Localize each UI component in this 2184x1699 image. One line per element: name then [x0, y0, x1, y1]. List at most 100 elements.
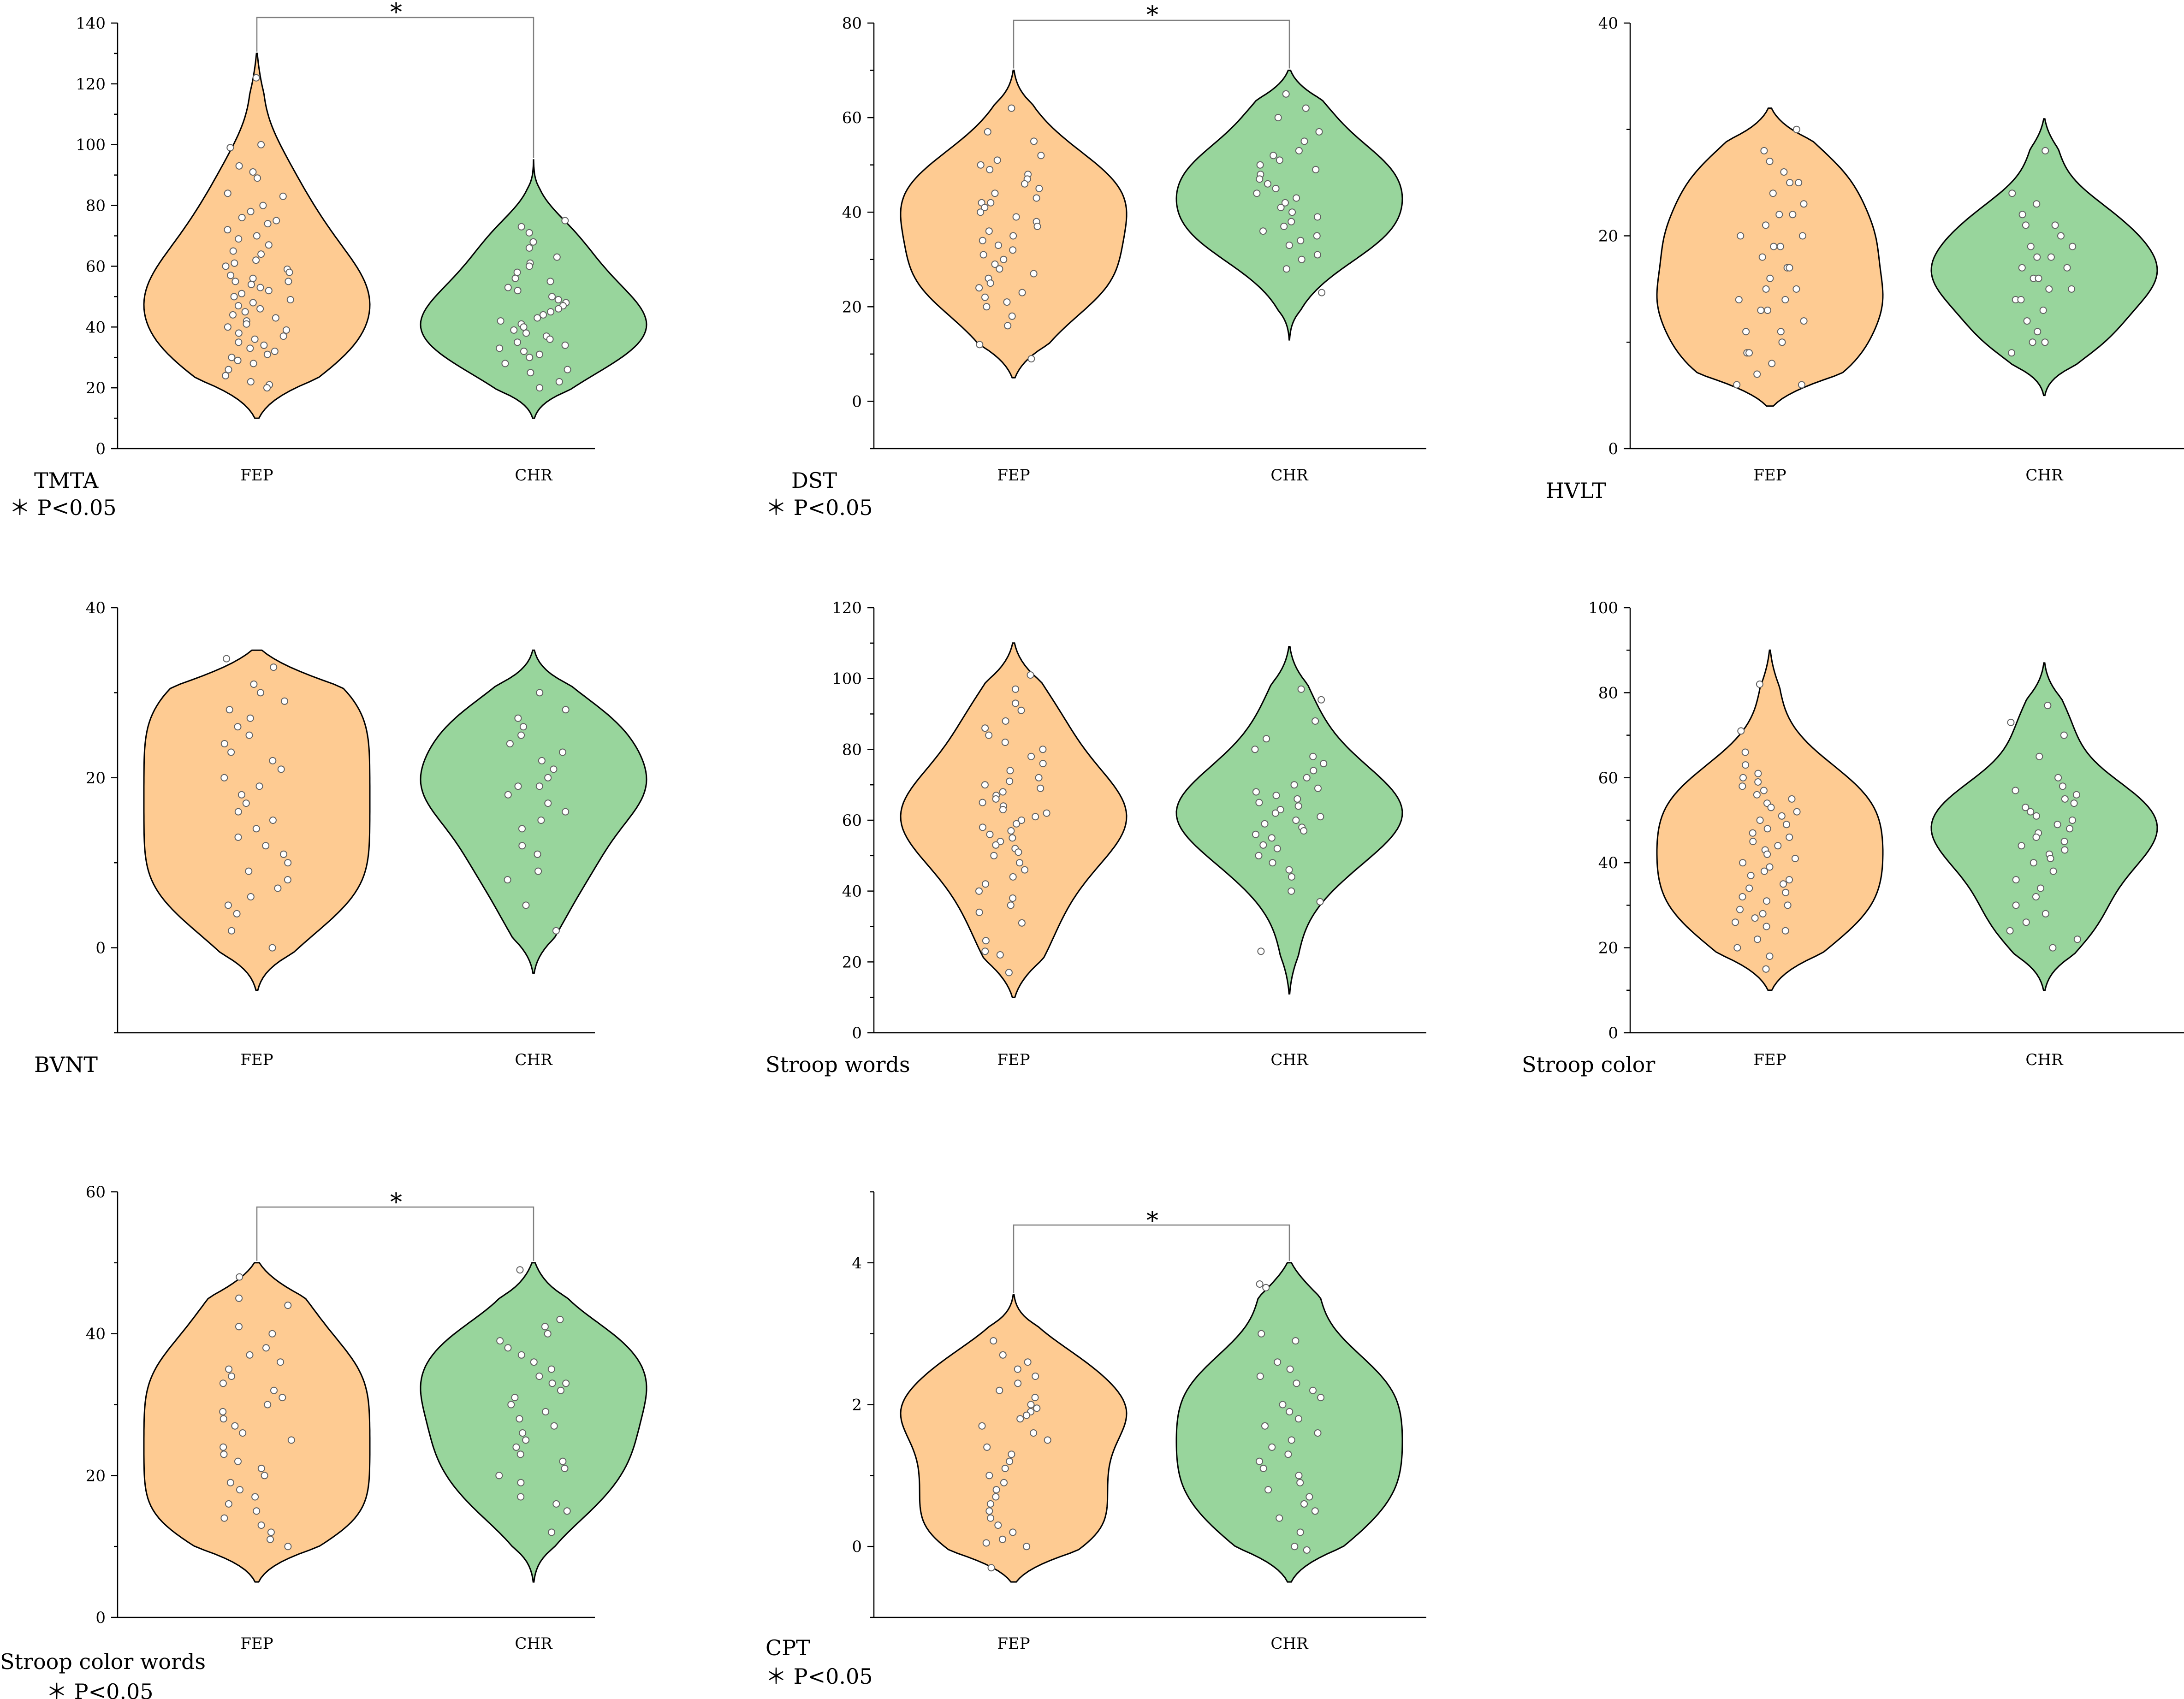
data-point	[1763, 923, 1770, 930]
data-point	[1759, 910, 1767, 918]
data-point	[983, 1443, 991, 1451]
data-point	[270, 663, 278, 671]
data-point	[257, 250, 265, 258]
panel-4: 0 20 40 FEP CHR BVNT	[34, 599, 647, 1077]
data-point	[2070, 799, 2078, 807]
data-point	[224, 323, 231, 331]
data-point	[1001, 739, 1009, 746]
y-tick-label: 80	[842, 14, 862, 33]
data-point	[514, 782, 522, 790]
data-point	[1288, 208, 1296, 216]
data-point	[279, 192, 287, 200]
data-point	[540, 311, 547, 319]
data-point	[999, 806, 1007, 813]
data-point	[279, 332, 287, 340]
data-point	[497, 317, 504, 325]
data-point	[247, 378, 255, 385]
data-point	[1033, 194, 1040, 202]
y-tick-label: 100	[76, 136, 106, 154]
y-tick-label: 4	[852, 1254, 862, 1273]
data-point	[994, 242, 1002, 249]
data-point	[527, 369, 534, 377]
data-point	[251, 335, 259, 343]
data-point	[1044, 1436, 1051, 1444]
data-point	[1006, 777, 1014, 785]
data-point	[2051, 221, 2059, 229]
data-point	[227, 748, 235, 756]
data-point	[286, 296, 294, 303]
data-point	[535, 1373, 543, 1380]
data-point	[238, 290, 246, 297]
data-point	[1274, 114, 1282, 122]
data-point	[247, 893, 255, 900]
data-point	[1037, 784, 1045, 792]
data-point	[511, 274, 519, 282]
data-point	[1018, 919, 1026, 927]
data-point	[1745, 884, 1753, 892]
data-point	[1286, 1365, 1294, 1373]
data-point	[1003, 298, 1011, 306]
data-point	[1318, 289, 1326, 296]
data-point	[517, 1351, 525, 1359]
data-point	[1309, 1386, 1317, 1394]
data-point	[1292, 817, 1300, 824]
data-point	[1271, 809, 1279, 817]
data-point	[981, 293, 989, 301]
data-point	[1756, 817, 1764, 824]
data-point	[514, 714, 522, 722]
data-point	[547, 1365, 555, 1373]
data-point	[249, 274, 257, 282]
data-point	[2057, 232, 2065, 240]
data-point	[257, 1521, 265, 1529]
data-point	[534, 867, 542, 875]
y-tick-label: 0	[1608, 1024, 1618, 1042]
data-point	[1288, 873, 1295, 881]
data-point	[544, 774, 552, 781]
y-tick-label: 40	[1598, 14, 1618, 33]
data-point	[506, 740, 514, 747]
data-point	[1027, 752, 1035, 760]
violin-fep	[900, 1294, 1128, 1583]
data-point	[253, 232, 261, 240]
y-tick-label: 0	[1608, 440, 1618, 458]
data-point	[264, 220, 272, 228]
data-point	[1798, 232, 1806, 240]
y-tick-label: 40	[1598, 854, 1618, 872]
data-point	[1780, 168, 1788, 176]
data-point	[986, 830, 994, 838]
data-point	[1792, 125, 1800, 133]
data-point	[1256, 161, 1264, 169]
data-point	[504, 1344, 512, 1352]
data-point	[234, 356, 242, 364]
panel-6: 0 20 40 60 80 100 FEP CHR Stroop color	[1522, 599, 2184, 1077]
data-point	[2073, 935, 2081, 943]
variable-label: CPT	[766, 1635, 810, 1660]
data-point	[1760, 787, 1768, 794]
data-point	[235, 1323, 243, 1331]
data-point	[271, 348, 279, 355]
variable-label: HVLT	[1546, 478, 1606, 503]
significance-bracket	[1013, 19, 1290, 69]
data-point	[1762, 221, 1769, 229]
data-point	[550, 765, 558, 773]
x-tick-label: CHR	[1270, 1634, 1309, 1653]
y-tick-label: 20	[86, 379, 106, 397]
data-point	[225, 366, 232, 373]
data-point	[2032, 893, 2040, 900]
data-point	[2068, 285, 2076, 293]
data-point	[978, 1422, 986, 1430]
data-point	[247, 207, 255, 215]
data-point	[1012, 213, 1020, 221]
data-point	[1253, 189, 1261, 197]
data-point	[279, 1394, 286, 1402]
violin-chr	[420, 1262, 647, 1583]
data-point	[526, 354, 534, 361]
data-point	[241, 308, 249, 316]
data-point	[219, 1408, 227, 1415]
variable-label: Stroop words	[766, 1052, 910, 1077]
data-point	[1256, 1280, 1264, 1288]
data-point	[1294, 802, 1302, 810]
violin-chr	[1930, 118, 2158, 397]
data-point	[235, 338, 243, 346]
data-point	[513, 268, 521, 276]
